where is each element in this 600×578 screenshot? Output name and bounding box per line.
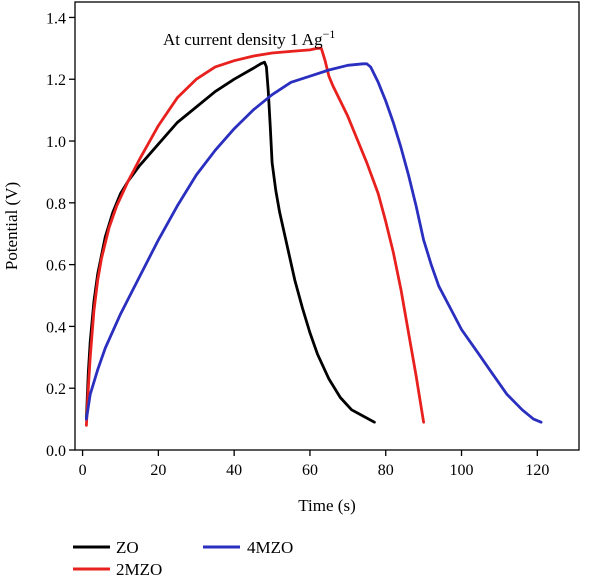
axes-ticks: 0 20 40 60 80 100 120 0.0 0.2 0.4 0.6 0.8 1.0 1.2 1.4 (46, 10, 549, 479)
legend-label-zo: ZO (116, 538, 139, 557)
legend-item-4mzo: 4MZO (203, 538, 293, 557)
series-line-2mzo (85, 46, 426, 427)
legend-label-2mzo: 2MZO (116, 560, 162, 578)
legend-item-zo: ZO (73, 538, 139, 557)
x-tick-label: 0 (79, 462, 87, 479)
legend-item-2mzo: 2MZO (73, 560, 162, 578)
y-tick-label: 1.0 (46, 134, 66, 151)
x-tick-label: 40 (226, 462, 242, 479)
series-line-zo (85, 60, 376, 424)
y-tick-label: 0.2 (46, 381, 66, 398)
y-tick-label: 1.4 (46, 10, 66, 27)
x-tick-label: 120 (525, 462, 549, 479)
y-tick-label: 0.4 (46, 319, 66, 336)
x-axis-title: Time (s) (298, 496, 355, 515)
plot-frame (74, 1, 580, 451)
legend-label-4mzo: 4MZO (247, 538, 293, 557)
y-tick-label: 1.2 (46, 72, 66, 89)
x-tick-label: 100 (450, 462, 474, 479)
annotation-superscript: −1 (323, 27, 336, 41)
y-tick-label: 0.6 (46, 258, 66, 275)
x-tick-label: 60 (302, 462, 318, 479)
current-density-annotation: At current density 1 Ag−1 (163, 27, 335, 49)
y-tick-label: 0.0 (46, 443, 66, 460)
x-tick-label: 20 (150, 462, 166, 479)
legend: ZO 4MZO 2MZO (73, 538, 293, 578)
y-tick-label: 0.8 (46, 196, 66, 213)
y-axis-title: Potential (V) (2, 182, 21, 270)
x-tick-label: 80 (378, 462, 394, 479)
series-line-4mzo (85, 62, 543, 424)
series-layer (85, 46, 543, 427)
